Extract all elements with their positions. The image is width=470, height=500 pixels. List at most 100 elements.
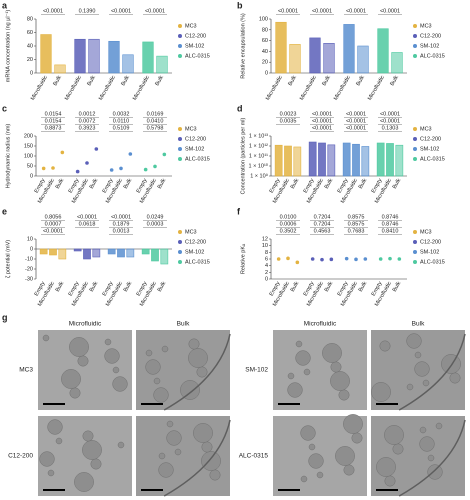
- x-tick-label: Bulk: [358, 281, 369, 293]
- particle: [82, 440, 102, 460]
- column-label: Bulk: [177, 321, 190, 328]
- p-value: 0.8056: [45, 214, 62, 220]
- p-value: 0.1390: [79, 8, 96, 14]
- micrograph: [38, 330, 132, 410]
- x-tick-label: Microfluidic: [299, 75, 318, 102]
- particle: [47, 419, 63, 435]
- y-tick-label: -20: [25, 266, 33, 272]
- particle: [82, 430, 94, 442]
- x-tick-label: Bulk: [89, 281, 100, 293]
- x-tick-label: Bulk: [324, 281, 335, 293]
- p-value: 0.0003: [147, 221, 164, 227]
- particle: [74, 472, 94, 492]
- x-tick-label: Microfluidic: [333, 75, 352, 102]
- legend-label: SM-102: [185, 146, 204, 152]
- particle: [112, 376, 128, 392]
- legend-label: ALC-0315: [420, 259, 445, 265]
- y-tick-label: 8: [265, 250, 268, 256]
- legend-label: C12-200: [420, 33, 441, 39]
- legend-marker: [413, 127, 417, 131]
- p-value: 0.8873: [45, 125, 62, 131]
- x-tick-label: Bulk: [355, 75, 366, 87]
- particle: [287, 372, 295, 380]
- p-value: 0.0249: [147, 214, 164, 220]
- particle: [145, 359, 161, 375]
- scale-bar: [43, 403, 65, 405]
- x-tick-label: Bulk: [392, 281, 403, 293]
- data-point: [85, 161, 89, 165]
- particle: [42, 334, 50, 342]
- legend-label: SM-102: [420, 146, 439, 152]
- particle: [338, 389, 350, 401]
- bar: [343, 24, 355, 74]
- p-value: 0.4563: [314, 228, 331, 234]
- legend-marker: [178, 24, 182, 28]
- legend-label: ALC-0315: [420, 156, 445, 162]
- particle: [414, 351, 422, 359]
- p-value: 0.8575: [348, 214, 365, 220]
- x-tick-label: Microfluidic: [367, 75, 386, 102]
- legend-label: C12-200: [420, 239, 441, 245]
- x-tick-label: Bulk: [120, 75, 131, 87]
- bar: [122, 54, 134, 74]
- legend-marker: [413, 147, 417, 151]
- bar: [274, 144, 283, 177]
- y-tick-label: 1 × 10¹¹: [249, 153, 268, 159]
- particle: [55, 437, 63, 445]
- bar: [40, 34, 52, 74]
- particle: [392, 443, 404, 455]
- particle: [343, 414, 363, 434]
- x-tick-label: Bulk: [358, 178, 369, 190]
- particle: [300, 425, 316, 441]
- p-value: <0.0001: [312, 125, 332, 131]
- x-tick-label: Microfluidic: [265, 75, 284, 102]
- p-value: 0.7204: [314, 214, 331, 220]
- legend-marker: [178, 44, 182, 48]
- data-point: [286, 256, 290, 261]
- y-tick-label: 2: [265, 270, 268, 276]
- x-tick-label: Bulk: [324, 178, 335, 190]
- particle: [379, 340, 391, 352]
- legend-marker: [413, 24, 417, 28]
- particle: [201, 451, 221, 471]
- p-value: <0.0001: [346, 111, 366, 117]
- bar: [323, 42, 335, 74]
- y-tick-label: 200: [24, 133, 33, 139]
- bar: [308, 141, 317, 177]
- legend-marker: [413, 240, 417, 244]
- legend-marker: [178, 34, 182, 38]
- particle: [188, 348, 208, 368]
- p-value: 0.1879: [113, 221, 130, 227]
- bar: [141, 248, 150, 255]
- particle: [308, 453, 324, 469]
- p-value: 0.0154: [45, 111, 62, 117]
- data-point: [41, 166, 46, 171]
- bar: [357, 45, 369, 74]
- data-point: [153, 164, 157, 169]
- particle: [158, 462, 174, 478]
- bar: [58, 248, 67, 260]
- bar: [391, 52, 403, 74]
- y-tick-label: 4: [265, 263, 268, 269]
- legend-label: C12-200: [185, 33, 206, 39]
- p-value: <0.0001: [346, 125, 366, 131]
- x-tick-label: Bulk: [123, 178, 134, 190]
- panel-letter: g: [2, 312, 8, 322]
- y-tick-label: -30: [25, 276, 33, 282]
- bar: [74, 38, 86, 74]
- scale-bar: [43, 489, 65, 491]
- p-value: 0.0154: [45, 118, 62, 124]
- legend-marker: [178, 240, 182, 244]
- particle: [47, 469, 55, 477]
- particle: [351, 432, 363, 444]
- particle: [414, 361, 430, 377]
- panel-letter: e: [2, 206, 7, 216]
- carbon-edge: [398, 333, 466, 411]
- p-value: 0.8746: [382, 214, 399, 220]
- y-tick-label: 0: [30, 246, 33, 252]
- micrograph: [273, 414, 367, 496]
- x-tick-label: Bulk: [154, 75, 165, 87]
- panel-letter: a: [2, 0, 8, 10]
- legend-label: ALC-0315: [185, 53, 210, 59]
